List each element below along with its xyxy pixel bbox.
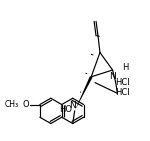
Text: HO: HO [59, 105, 72, 114]
Text: HCl: HCl [116, 78, 130, 87]
Text: N: N [109, 72, 116, 81]
Text: CH₃: CH₃ [4, 100, 18, 109]
Text: N: N [69, 101, 76, 110]
Text: HCl: HCl [116, 88, 130, 97]
Text: O: O [22, 100, 29, 109]
Text: H: H [122, 63, 129, 72]
Polygon shape [75, 76, 93, 111]
